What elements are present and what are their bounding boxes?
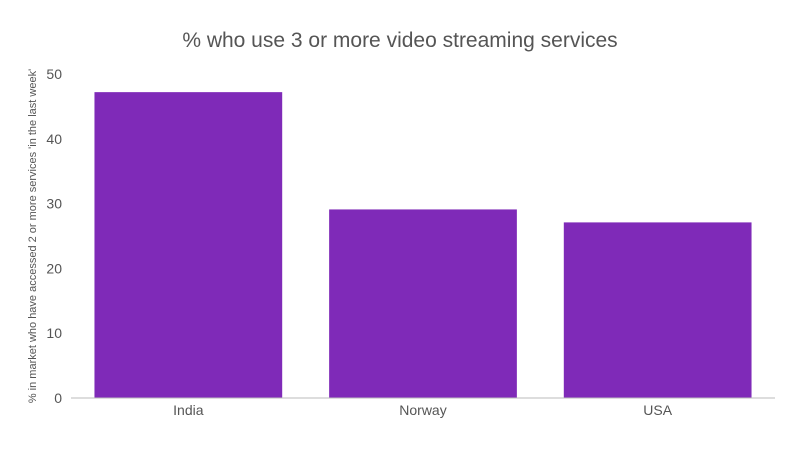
y-tick-label: 30 — [46, 196, 62, 212]
bar-usa — [563, 222, 752, 398]
y-tick-label: 40 — [46, 131, 62, 147]
y-tick-label: 0 — [54, 390, 62, 406]
y-axis-ticks: 0 10 20 30 40 50 — [46, 66, 62, 406]
chart-title: % who use 3 or more video streaming serv… — [182, 29, 617, 52]
y-tick-label: 10 — [46, 325, 62, 341]
y-tick-label: 20 — [46, 260, 62, 276]
bar-norway — [329, 209, 517, 398]
x-tick-label: Norway — [399, 402, 446, 418]
y-tick-label: 50 — [46, 66, 62, 82]
x-tick-label: India — [173, 402, 204, 418]
bar-india — [94, 92, 283, 399]
x-axis-ticks: India Norway USA — [173, 402, 673, 418]
x-tick-label: USA — [643, 402, 672, 418]
y-axis-label: % in market who have accessed 2 or more … — [27, 69, 39, 403]
bars-group — [94, 92, 752, 399]
